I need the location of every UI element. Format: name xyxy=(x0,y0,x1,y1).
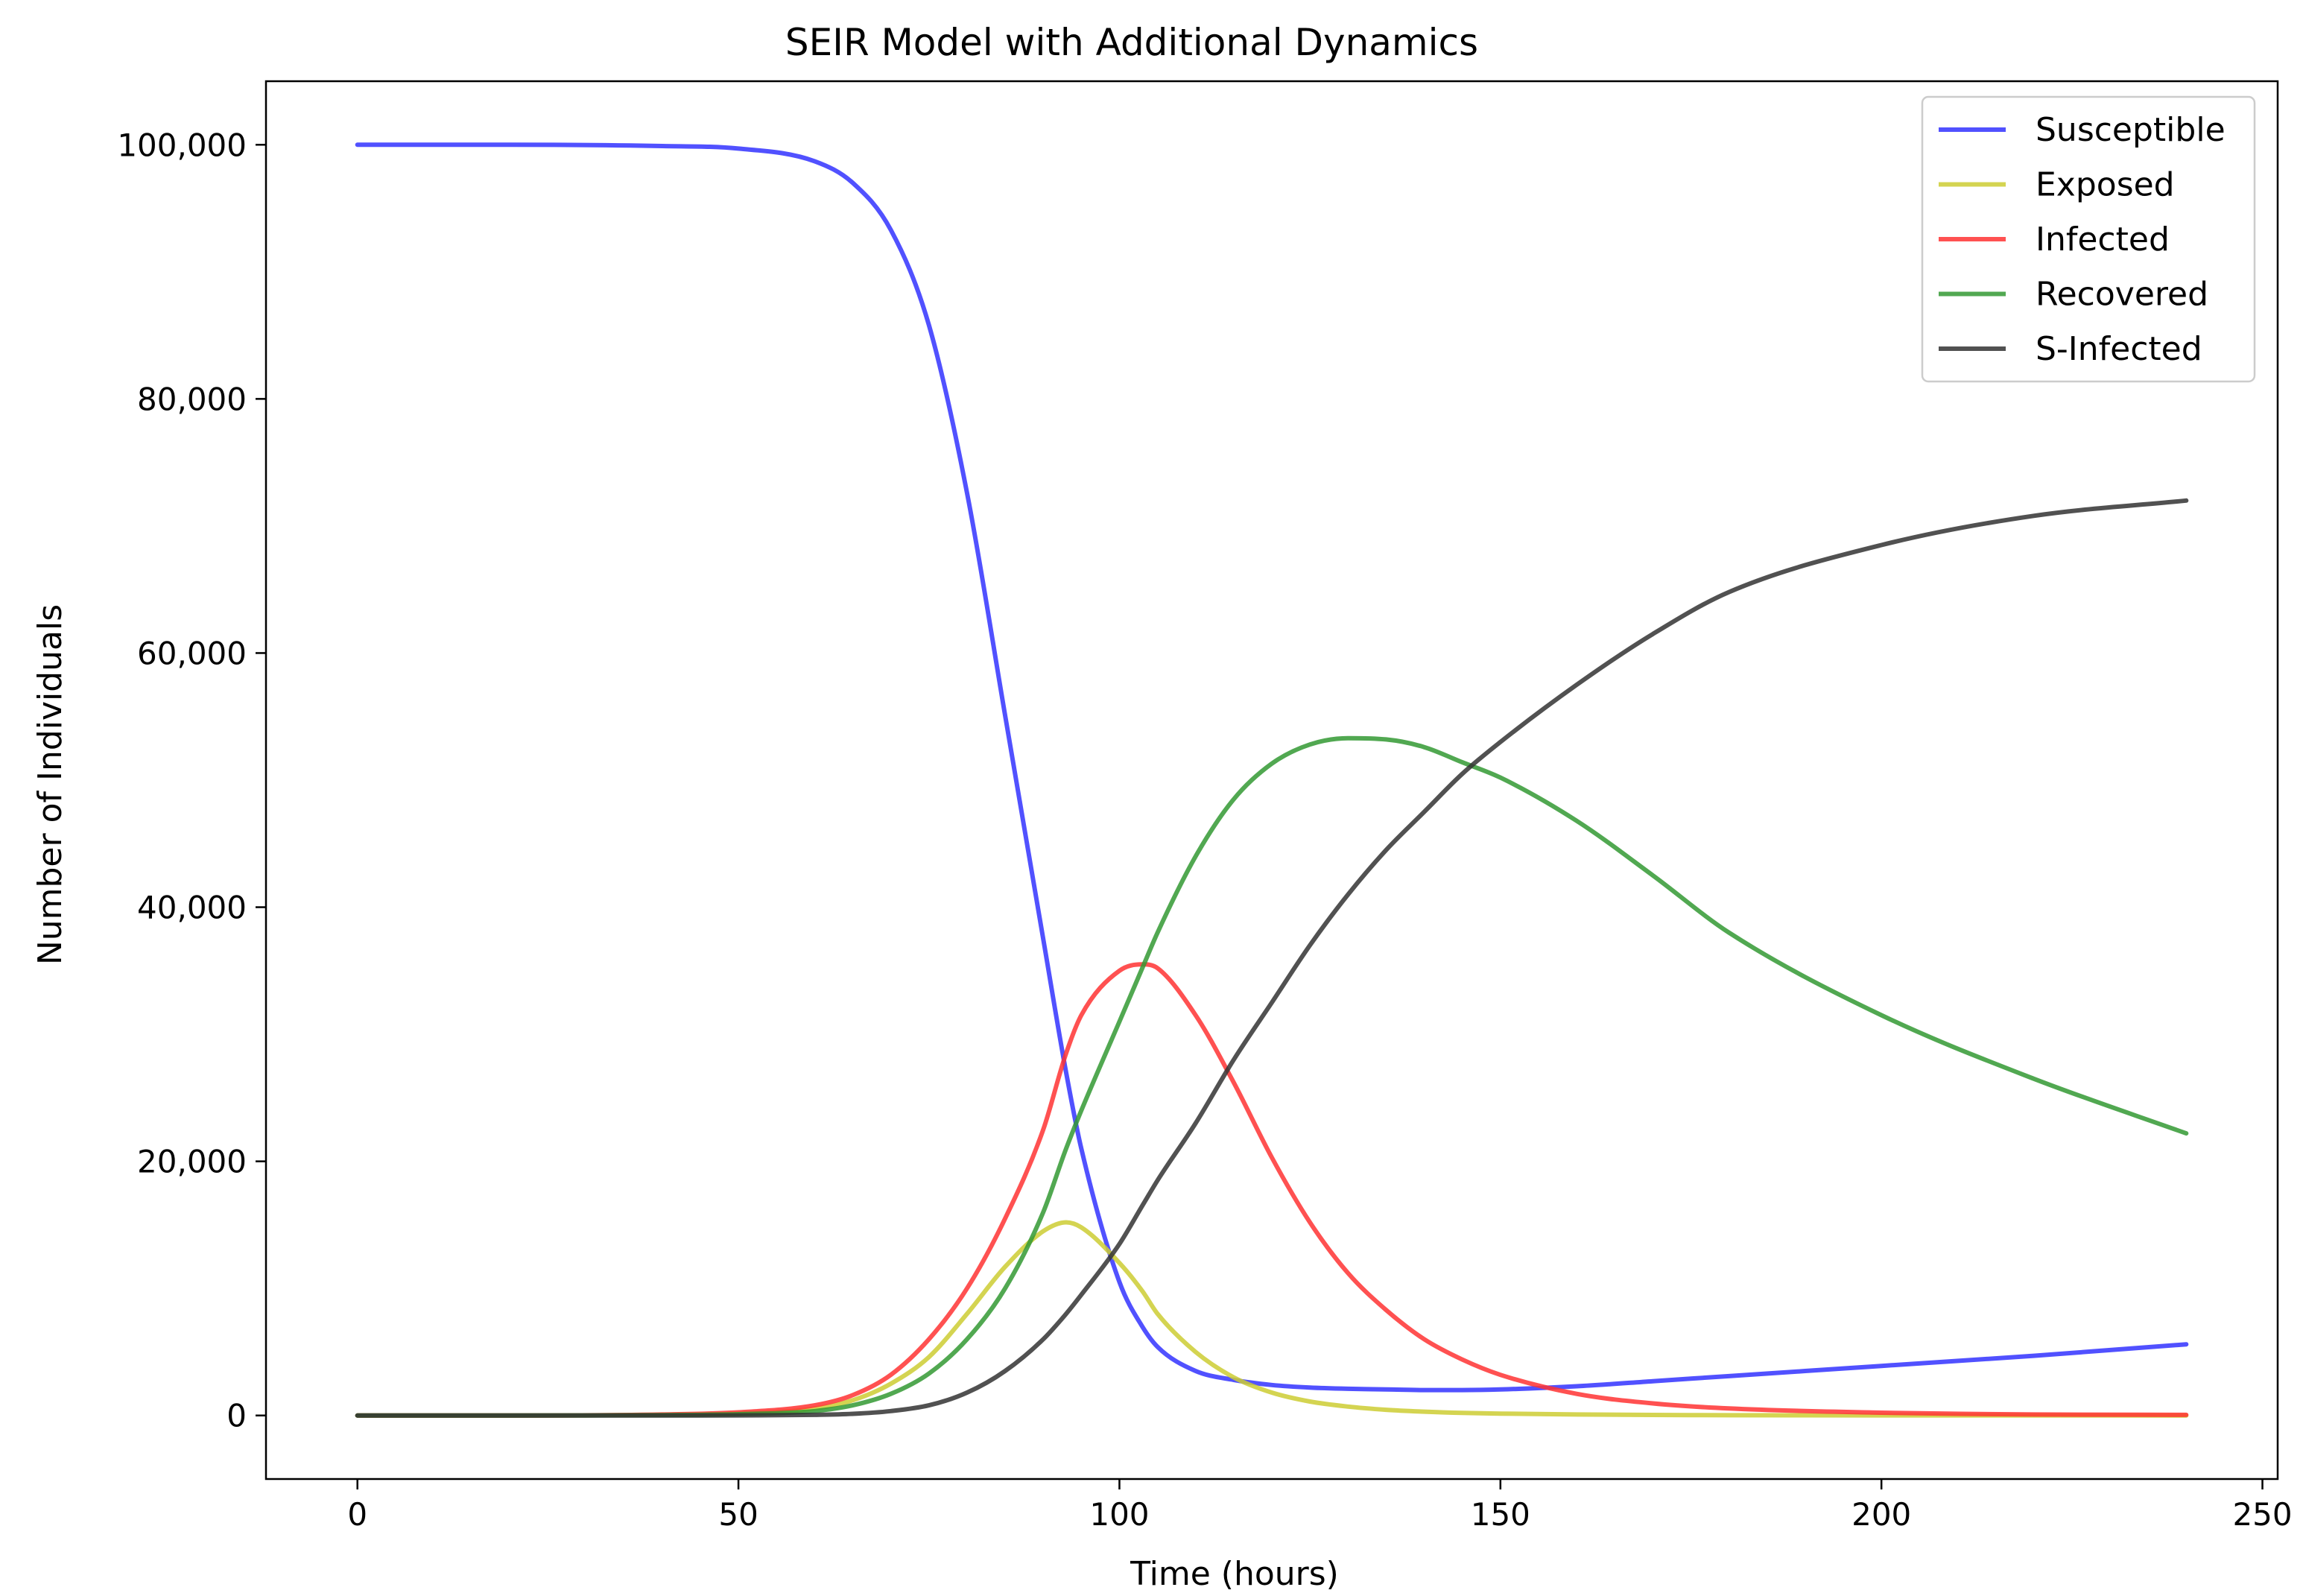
legend: Susceptible Exposed Infected Recovered S-Inf… xyxy=(1921,95,2256,383)
x-tick-label: 0 xyxy=(347,1496,367,1533)
y-tick-label: 60,000 xyxy=(137,635,247,671)
x-tick-label: 100 xyxy=(1089,1496,1149,1533)
x-tick-label: 50 xyxy=(718,1496,758,1533)
x-axis-label: Time (hours) xyxy=(1130,1555,1339,1593)
legend-label-s-infected: S-Infected xyxy=(2036,330,2202,368)
y-tick-label: 20,000 xyxy=(137,1144,247,1180)
series-lines xyxy=(355,142,2189,1418)
chart-title: SEIR Model with Additional Dynamics xyxy=(785,21,1478,64)
legend-label-recovered: Recovered xyxy=(2036,276,2208,314)
series-line-s-infected xyxy=(355,498,2189,1418)
series-line-infected xyxy=(355,962,2189,1418)
x-tick-label: 250 xyxy=(2232,1496,2292,1533)
legend-label-susceptible: Susceptible xyxy=(2036,111,2226,149)
series-line-exposed xyxy=(355,1220,2189,1418)
legend-box xyxy=(1921,95,2256,383)
y-tick-label: 80,000 xyxy=(137,381,247,417)
series-line-susceptible xyxy=(355,142,2189,1393)
series-line-recovered xyxy=(355,735,2189,1418)
legend-label-exposed: Exposed xyxy=(2036,166,2175,204)
plot-frame xyxy=(264,80,2279,1481)
y-tick-label: 100,000 xyxy=(117,127,247,163)
y-axis-label: Number of Individuals xyxy=(31,604,69,965)
x-tick-label: 150 xyxy=(1471,1496,1530,1533)
x-tick-label: 200 xyxy=(1851,1496,1911,1533)
axis-ticks: 0 50 100 150 200 250 0 20,000 40,000 60,000 80,000… xyxy=(117,127,2292,1533)
y-tick-label: 0 xyxy=(227,1398,247,1434)
legend-label-infected: Infected xyxy=(2036,221,2170,259)
y-tick-label: 40,000 xyxy=(137,890,247,926)
